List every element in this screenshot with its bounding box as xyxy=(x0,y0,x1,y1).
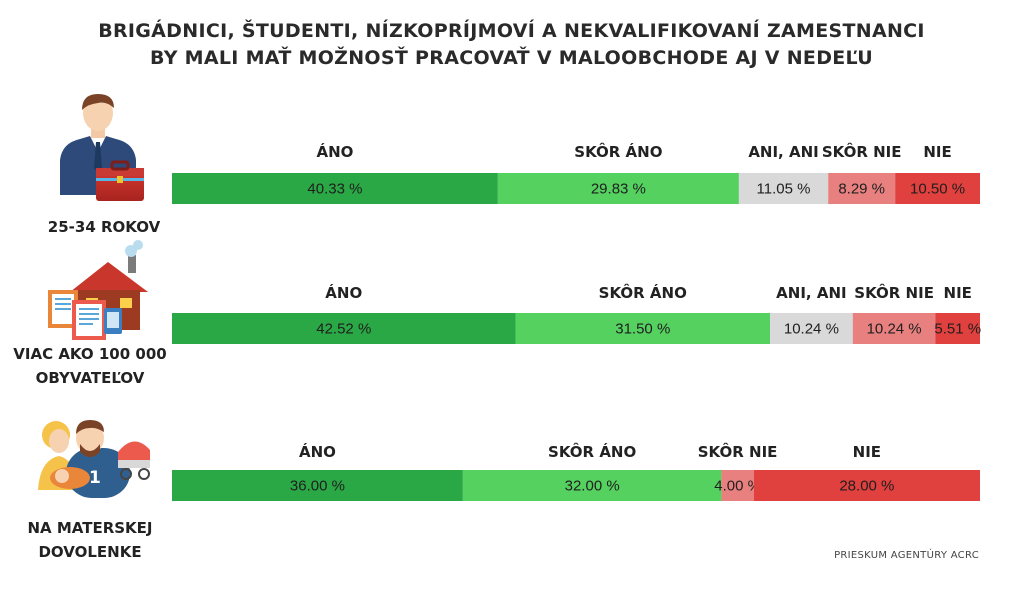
family-icon: 1 xyxy=(38,420,150,498)
value-label: 8.29 % xyxy=(838,181,885,198)
chart-title-line-1: BRIGÁDNICI, ŠTUDENTI, NÍZKOPRÍJMOVÍ A NE… xyxy=(98,20,925,42)
series-label: SKÔR NIE xyxy=(822,142,902,161)
value-label: 11.05 % xyxy=(757,181,811,198)
series-label: NIE xyxy=(944,284,972,302)
bar-segment-nie xyxy=(753,470,980,501)
value-label: 10.50 % xyxy=(910,181,965,198)
value-label: 10.24 % xyxy=(867,321,922,338)
category-label-line: 25-34 ROKOV xyxy=(48,218,161,236)
chart-title: BRIGÁDNICI, ŠTUDENTI, NÍZKOPRÍJMOVÍ A NE… xyxy=(0,18,1023,72)
category-label-line: VIAC AKO 100 000 xyxy=(13,345,166,363)
value-label: 42.52 % xyxy=(316,321,371,338)
value-label: 31.50 % xyxy=(615,321,670,338)
bar-segment-ani-ani xyxy=(770,313,853,344)
series-label: NIE xyxy=(853,443,881,461)
bar-segment-nie xyxy=(935,313,980,344)
category-label-2: VIAC AKO 100 000 OBYVATEĽOV xyxy=(13,345,166,387)
value-label: 4.00 % xyxy=(714,478,761,495)
series-label: ANI, ANI xyxy=(748,143,818,161)
value-label: 28.00 % xyxy=(839,478,894,495)
bar-segment-ano xyxy=(172,470,463,501)
bar-segment-skor-nie xyxy=(852,313,936,344)
value-label: 5.51 % xyxy=(934,321,981,338)
category-label-1: 25-34 ROKOV xyxy=(48,218,161,236)
series-label: SKÔR ÁNO xyxy=(599,283,687,302)
category-label-line: DOVOLENKE xyxy=(38,543,141,561)
bar-row-2: 42.52 % ÁNO 31.50 % SKÔR ÁNO 10.24 % ANI, ANI… xyxy=(172,283,981,344)
category-label-3: NA MATERSKEJ DOVOLENKE xyxy=(27,519,152,561)
bar-segment-skor-ano xyxy=(462,470,722,501)
value-label: 36.00 % xyxy=(290,478,345,495)
bar-segment-skor-nie xyxy=(828,173,896,204)
series-label: SKÔR ÁNO xyxy=(548,442,636,461)
bar-row-1: 40.33 % ÁNO 29.83 % SKÔR ÁNO 11.05 % ANI, ANI… xyxy=(172,142,980,204)
series-label: ANI, ANI xyxy=(776,284,846,302)
series-label: SKÔR NIE xyxy=(698,442,778,461)
bar-segment-skor-ano xyxy=(497,173,739,204)
series-label: ÁNO xyxy=(316,142,353,161)
city-house-icon xyxy=(48,240,148,340)
series-label: ÁNO xyxy=(325,283,362,302)
bar-segment-ano xyxy=(172,173,498,204)
businessman-icon xyxy=(60,94,144,201)
series-label: ÁNO xyxy=(299,442,336,461)
svg-text:1: 1 xyxy=(89,468,101,488)
bar-row-3: 36.00 % ÁNO 32.00 % SKÔR ÁNO 4.00 % SKÔR NIE 2… xyxy=(172,442,980,501)
series-label: SKÔR ÁNO xyxy=(574,142,662,161)
series-label: NIE xyxy=(923,143,951,161)
bar-segment-skor-nie xyxy=(721,470,754,501)
bar-segment-nie xyxy=(895,173,980,204)
category-label-line: NA MATERSKEJ xyxy=(27,519,152,537)
source-note: PRIESKUM AGENTÚRY ACRC xyxy=(834,550,979,561)
value-label: 40.33 % xyxy=(307,181,362,198)
bar-segment-skor-ano xyxy=(515,313,771,344)
category-label-line: OBYVATEĽOV xyxy=(36,369,145,387)
chart-title-line-2: BY MALI MAŤ MOŽNOSŤ PRACOVAŤ V MALOOBCHO… xyxy=(149,47,874,69)
value-label: 29.83 % xyxy=(591,181,646,198)
value-label: 32.00 % xyxy=(565,478,620,495)
bar-segment-ani-ani xyxy=(738,173,829,204)
series-label: SKÔR NIE xyxy=(854,283,934,302)
bar-segment-ano xyxy=(172,313,516,344)
value-label: 10.24 % xyxy=(784,321,839,338)
